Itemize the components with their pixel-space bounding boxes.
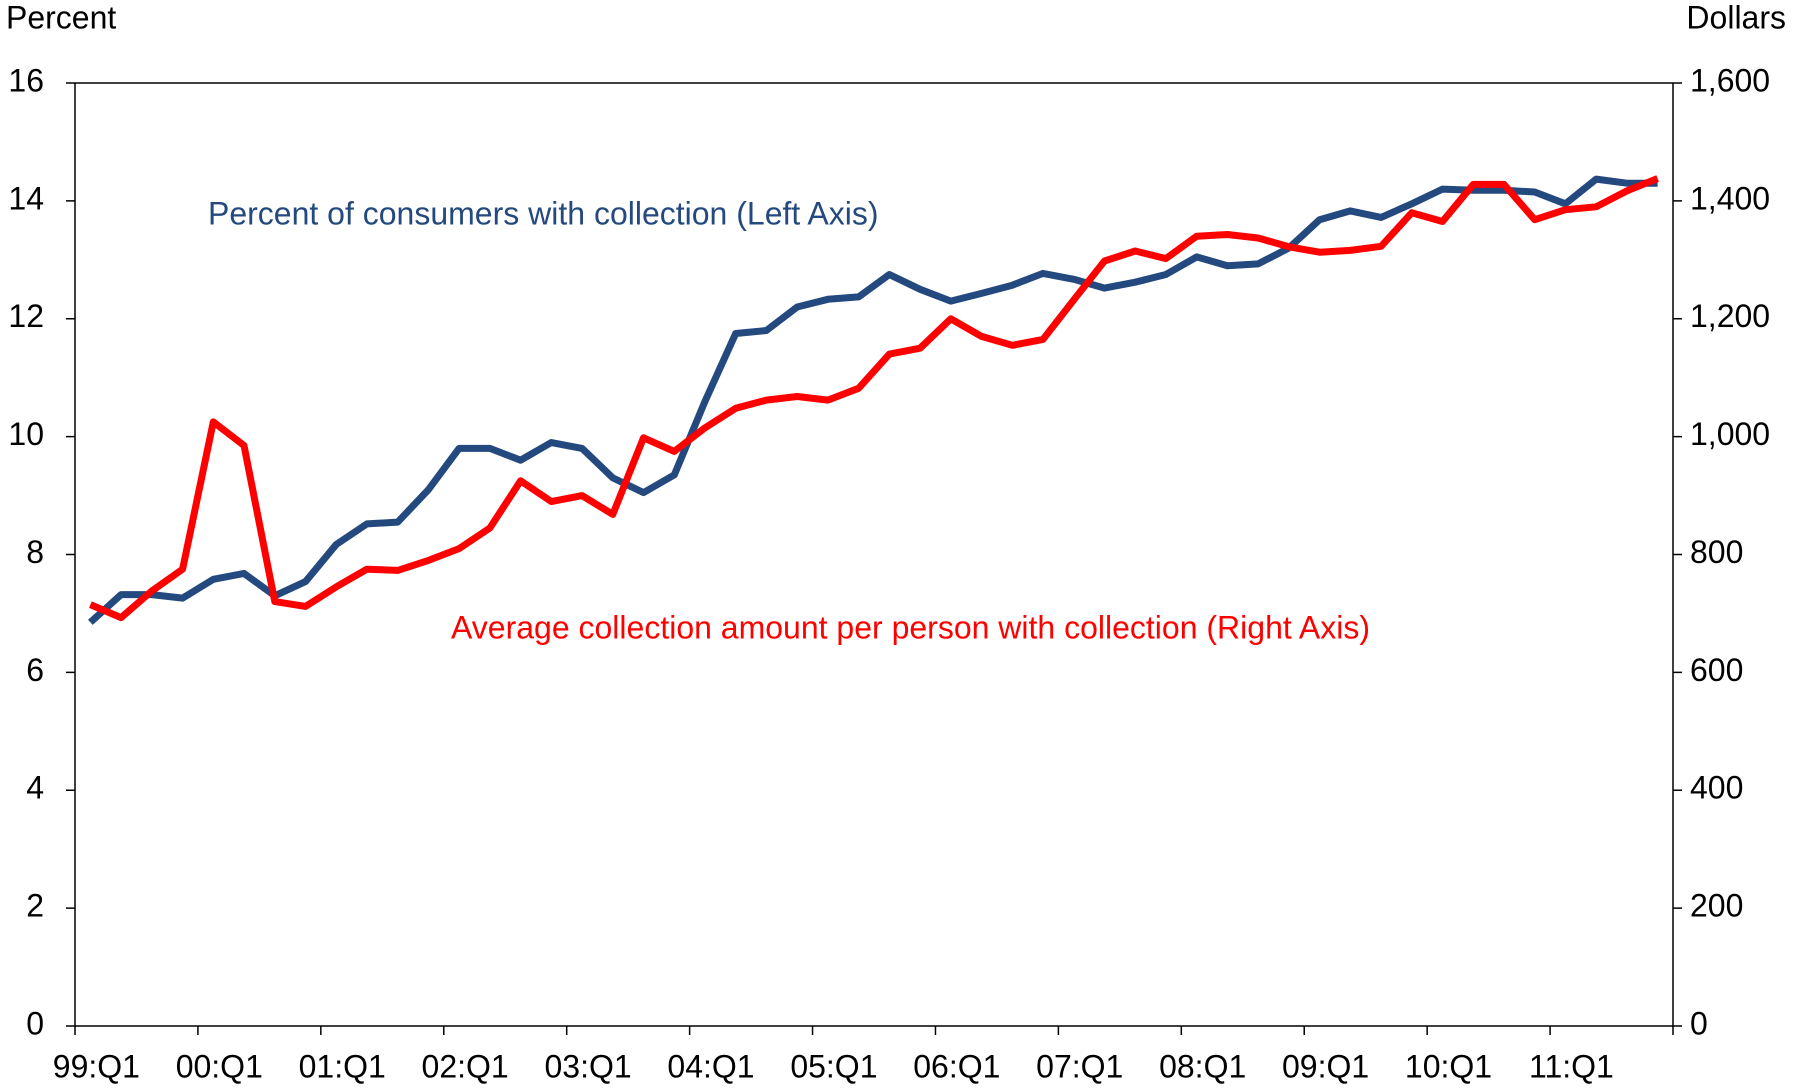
x-tick-label: 01:Q1 (299, 1048, 386, 1084)
y2-tick-label: 1,000 (1690, 416, 1770, 452)
x-tick-label: 08:Q1 (1159, 1048, 1246, 1084)
y-tick-label: 4 (26, 770, 44, 806)
y2-tick-label: 600 (1690, 652, 1743, 688)
x-tick-label: 09:Q1 (1282, 1048, 1369, 1084)
y2-tick-label: 0 (1690, 1005, 1708, 1041)
y2-tick-label: 1,200 (1690, 298, 1770, 334)
y-tick-label: 0 (26, 1005, 44, 1041)
x-tick-label: 11:Q1 (1529, 1048, 1614, 1084)
series-line (88, 175, 1658, 625)
y2-tick-label: 1,400 (1690, 180, 1770, 216)
y2-tick-label: 400 (1690, 770, 1743, 806)
y-tick-label: 8 (26, 534, 44, 570)
y-tick-label: 16 (8, 62, 44, 98)
x-tick-label: 04:Q1 (667, 1048, 754, 1084)
x-tick-label: 06:Q1 (913, 1048, 1000, 1084)
y-tick-label: 10 (8, 416, 44, 452)
y2-tick-label: 1,600 (1690, 62, 1770, 98)
y-tick-label: 12 (8, 298, 44, 334)
series-label: Average collection amount per person wit… (451, 609, 1370, 645)
y-axis-title: Percent (6, 0, 116, 35)
x-tick-label: 03:Q1 (544, 1048, 631, 1084)
x-tick-label: 10:Q1 (1405, 1048, 1492, 1084)
x-tick-label: 07:Q1 (1036, 1048, 1123, 1084)
series-label: Percent of consumers with collection (Le… (208, 195, 879, 231)
x-tick-label: 05:Q1 (790, 1048, 877, 1084)
series-line (89, 175, 1659, 622)
y-tick-label: 2 (26, 888, 44, 924)
x-tick-label: 00:Q1 (176, 1048, 263, 1084)
y2-axis-title: Dollars (1686, 0, 1786, 35)
x-tick-label: 99:Q1 (53, 1048, 140, 1084)
y2-tick-label: 200 (1690, 888, 1743, 924)
y2-tick-label: 800 (1690, 534, 1743, 570)
y-tick-label: 6 (26, 652, 44, 688)
x-tick-label: 02:Q1 (422, 1048, 509, 1084)
y-tick-label: 14 (8, 180, 44, 216)
